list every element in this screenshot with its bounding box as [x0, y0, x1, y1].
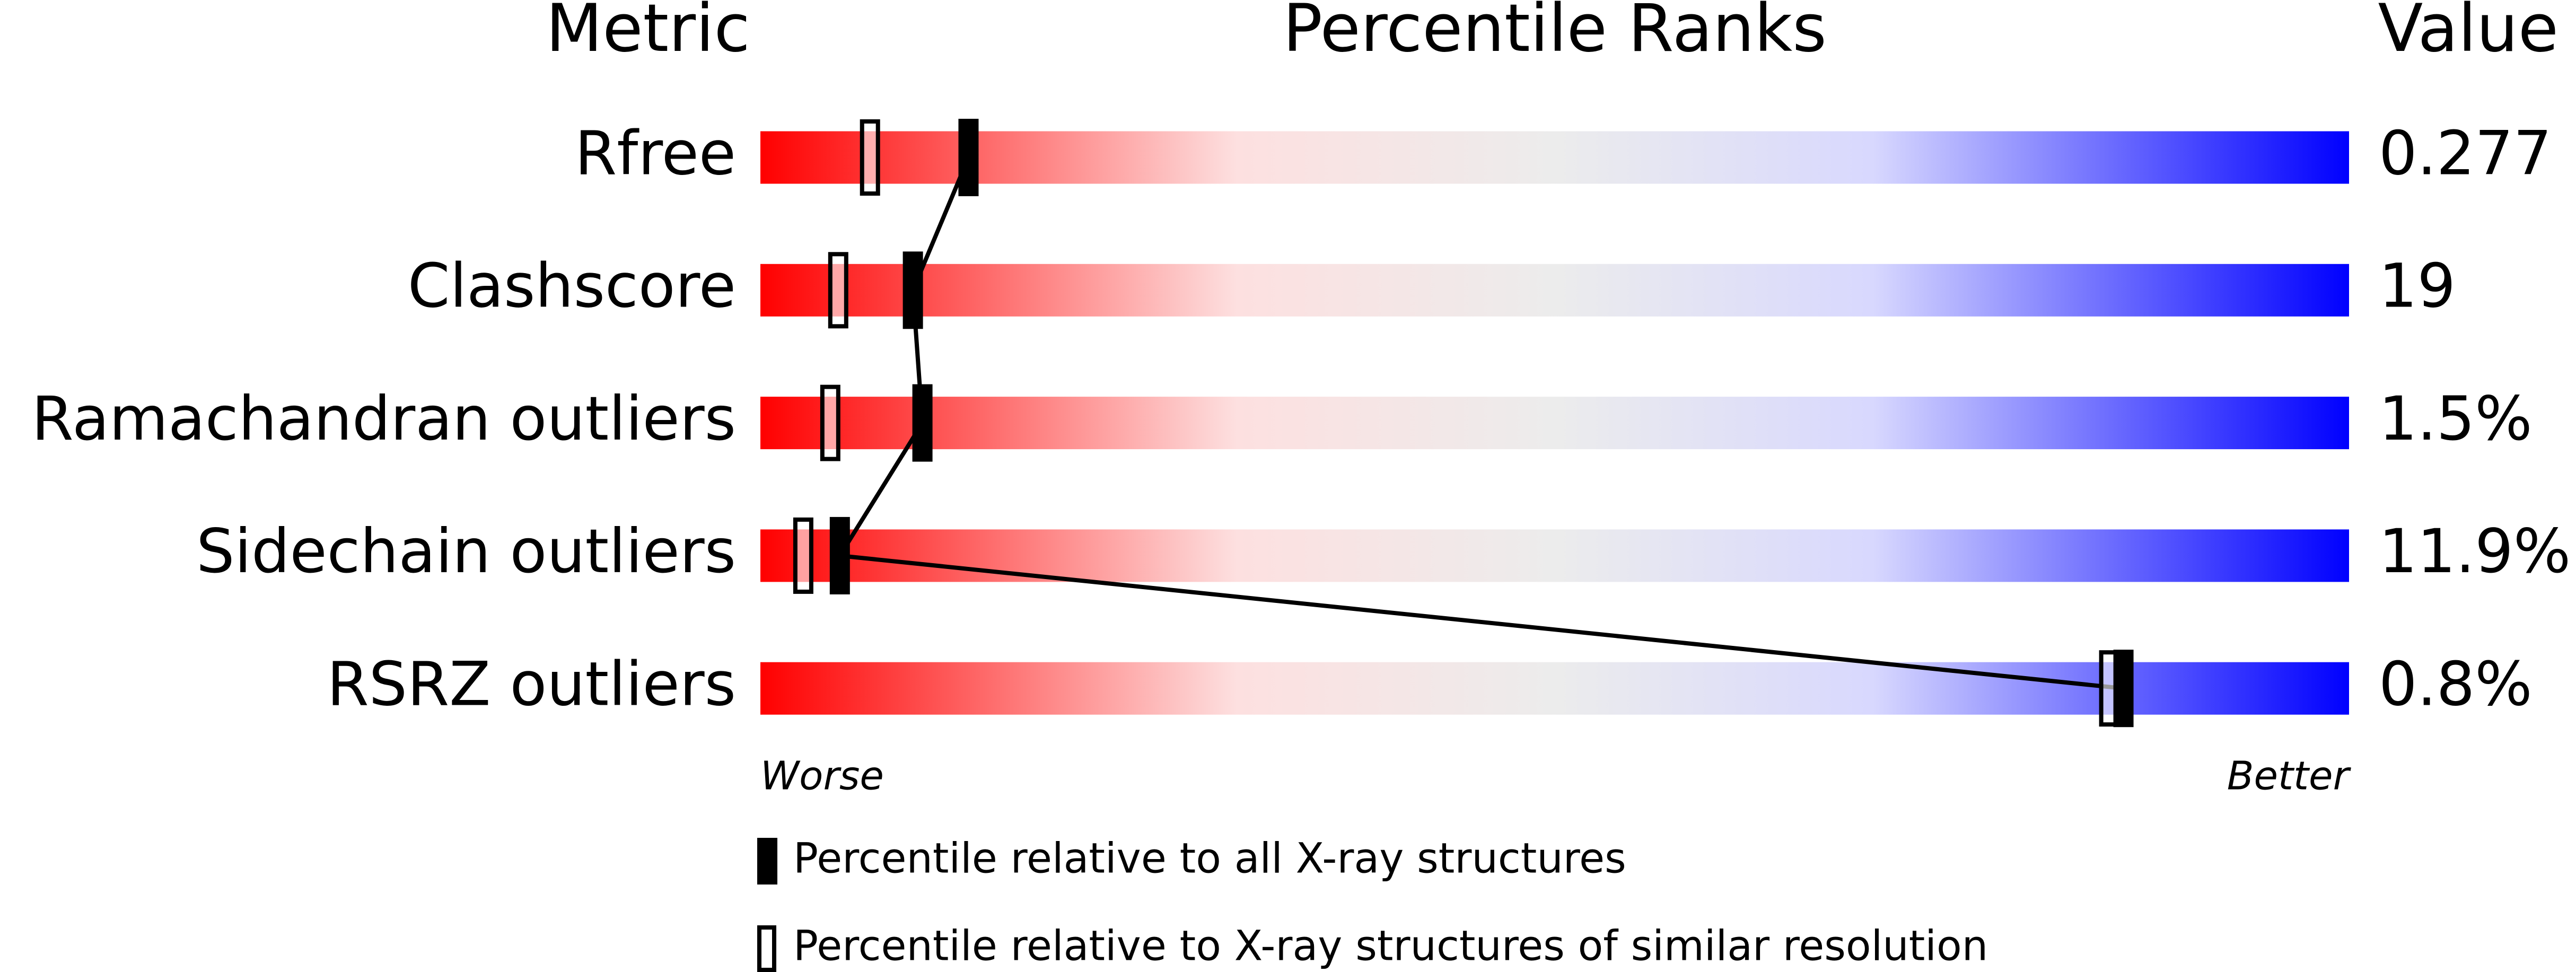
header-metric: Metric	[546, 0, 750, 67]
metric-label: RSRZ outliers	[327, 649, 736, 719]
gradient-bar	[760, 397, 2349, 450]
percentile-marker	[829, 516, 850, 594]
percentile-marker	[2113, 650, 2134, 728]
axis-low-label: Worse	[760, 754, 884, 799]
metric-label: Sidechain outliers	[196, 516, 736, 586]
metric-label: Ramachandran outliers	[31, 383, 736, 454]
gradient-bar	[760, 264, 2349, 317]
metric-value: 1.5%	[2379, 383, 2533, 454]
percentile-marker	[958, 119, 979, 196]
metric-value: 0.8%	[2379, 649, 2533, 719]
percentile-marker-outline	[828, 252, 848, 329]
metric-value: 19	[2379, 251, 2456, 321]
percentile-marker	[912, 384, 933, 462]
header-value: Value	[2378, 0, 2559, 67]
gradient-bar	[760, 662, 2349, 715]
metric-label: Clashscore	[408, 251, 736, 321]
metric-label: Rfree	[575, 118, 736, 188]
percentile-marker-outline	[860, 119, 880, 196]
metric-value: 0.277	[2379, 118, 2552, 188]
legend-label: Percentile relative to all X-ray structu…	[793, 835, 1626, 882]
percentile-marker	[903, 251, 923, 329]
percentile-marker-outline	[793, 517, 813, 594]
header-ranks: Percentile Ranks	[1283, 0, 1827, 67]
axis-high-label: Better	[2227, 754, 2352, 799]
percentile-marker-outline	[820, 384, 840, 461]
legend-label: Percentile relative to X-ray structures …	[793, 922, 1988, 970]
legend-marker	[757, 925, 776, 972]
gradient-bar	[760, 131, 2349, 184]
metric-value: 11.9%	[2379, 516, 2571, 586]
legend-marker	[757, 838, 777, 885]
